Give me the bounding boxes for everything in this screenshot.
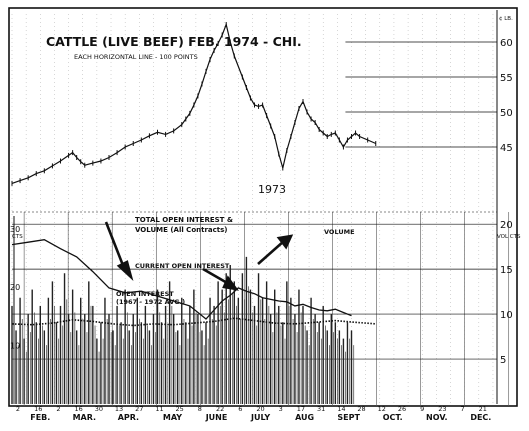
price-tick-label: 45 [500,143,513,154]
day-tick-label: 12 [378,405,386,413]
price-unit-label: ¢ LB. [499,16,513,22]
price-tick-label: 50 [500,108,513,119]
month-label: OCT. [383,413,403,422]
day-tick-label: 13 [115,405,123,413]
day-tick-label: 16 [74,405,82,413]
day-tick-label: 8 [198,405,202,413]
volume-tick-label: 20 [500,220,513,231]
month-label: MAR. [73,413,97,422]
chart-subtitle: EACH HORIZONTAL LINE - 100 POINTS [74,53,198,61]
volume-tick-label: 5 [500,355,506,366]
chart-border [8,7,518,407]
month-label: JUNE [205,413,228,422]
chart-title: CATTLE (LIVE BEEF) FEB. 1974 - CHI. [46,34,302,49]
total-open-interest-line [11,239,352,320]
day-tick-label: 2 [56,405,60,413]
month-label: APR. [118,413,139,422]
month-label: SEPT [337,413,360,422]
volume-tick-label: 10 [500,310,513,321]
series-lines [11,22,377,327]
day-tick-label: 20 [256,405,264,413]
day-tick-label: 27 [135,405,143,413]
day-tick-label: 30 [95,405,103,413]
annotation-arrows [104,221,294,291]
open-interest-tick-label: 10 [10,342,20,351]
day-tick-label: 9 [420,405,424,413]
price-tick-label: 55 [500,73,513,84]
month-label: MAY [163,413,182,422]
open-interest-tick-label: 20 [10,283,20,292]
day-tick-label: 25 [176,405,184,413]
arrow-down-mar [104,221,126,269]
month-label: FEB. [30,413,50,422]
avg-open-interest-line [11,317,376,327]
day-tick-label: 14 [337,405,345,413]
lower-left-label: CTS [12,234,23,240]
volume-annotation: VOLUME [324,228,355,236]
volume-tick-label: 15 [500,265,513,276]
open-interest-tick-label: 30 [10,225,20,234]
total-oi-annotation-2: VOLUME (All Contracts) [135,226,228,234]
day-tick-label: 23 [438,405,446,413]
arrow-up-jul [257,240,285,265]
day-tick-label: 28 [357,405,365,413]
volume-bars [11,256,355,404]
price-tick-label: 60 [500,38,513,49]
day-tick-label: 31 [317,405,325,413]
month-label: AUG [295,413,314,422]
day-tick-label: 11 [155,405,163,413]
total-oi-annotation-1: TOTAL OPEN INTEREST & [135,216,233,224]
month-label: JULY [250,413,270,422]
avg-oi-annotation-1: OPEN INTEREST [116,290,174,298]
arrow-down-jun [202,267,230,286]
lower-right-label: VOL CTS [497,234,521,240]
day-tick-label: 7 [461,405,465,413]
day-tick-label: 17 [297,405,305,413]
day-tick-label: 6 [238,405,242,413]
day-tick-label: 3 [279,405,283,413]
day-tick-label: 16 [34,405,42,413]
day-tick-label: 22 [216,405,224,413]
month-label: NOV. [426,413,447,422]
arrow-head-jul [276,234,294,250]
current-oi-annotation: CURRENT OPEN INTEREST [135,262,230,270]
day-tick-label: 2 [16,405,20,413]
month-label: DEC. [470,413,491,422]
year-label: 1973 [258,183,286,196]
arrow-head-jun [222,275,239,291]
avg-oi-annotation-2: (1967 - 1972 AVG.) [116,298,185,306]
arrow-head-mar [116,260,134,281]
day-tick-label: 26 [398,405,406,413]
day-tick-label: 21 [479,405,487,413]
